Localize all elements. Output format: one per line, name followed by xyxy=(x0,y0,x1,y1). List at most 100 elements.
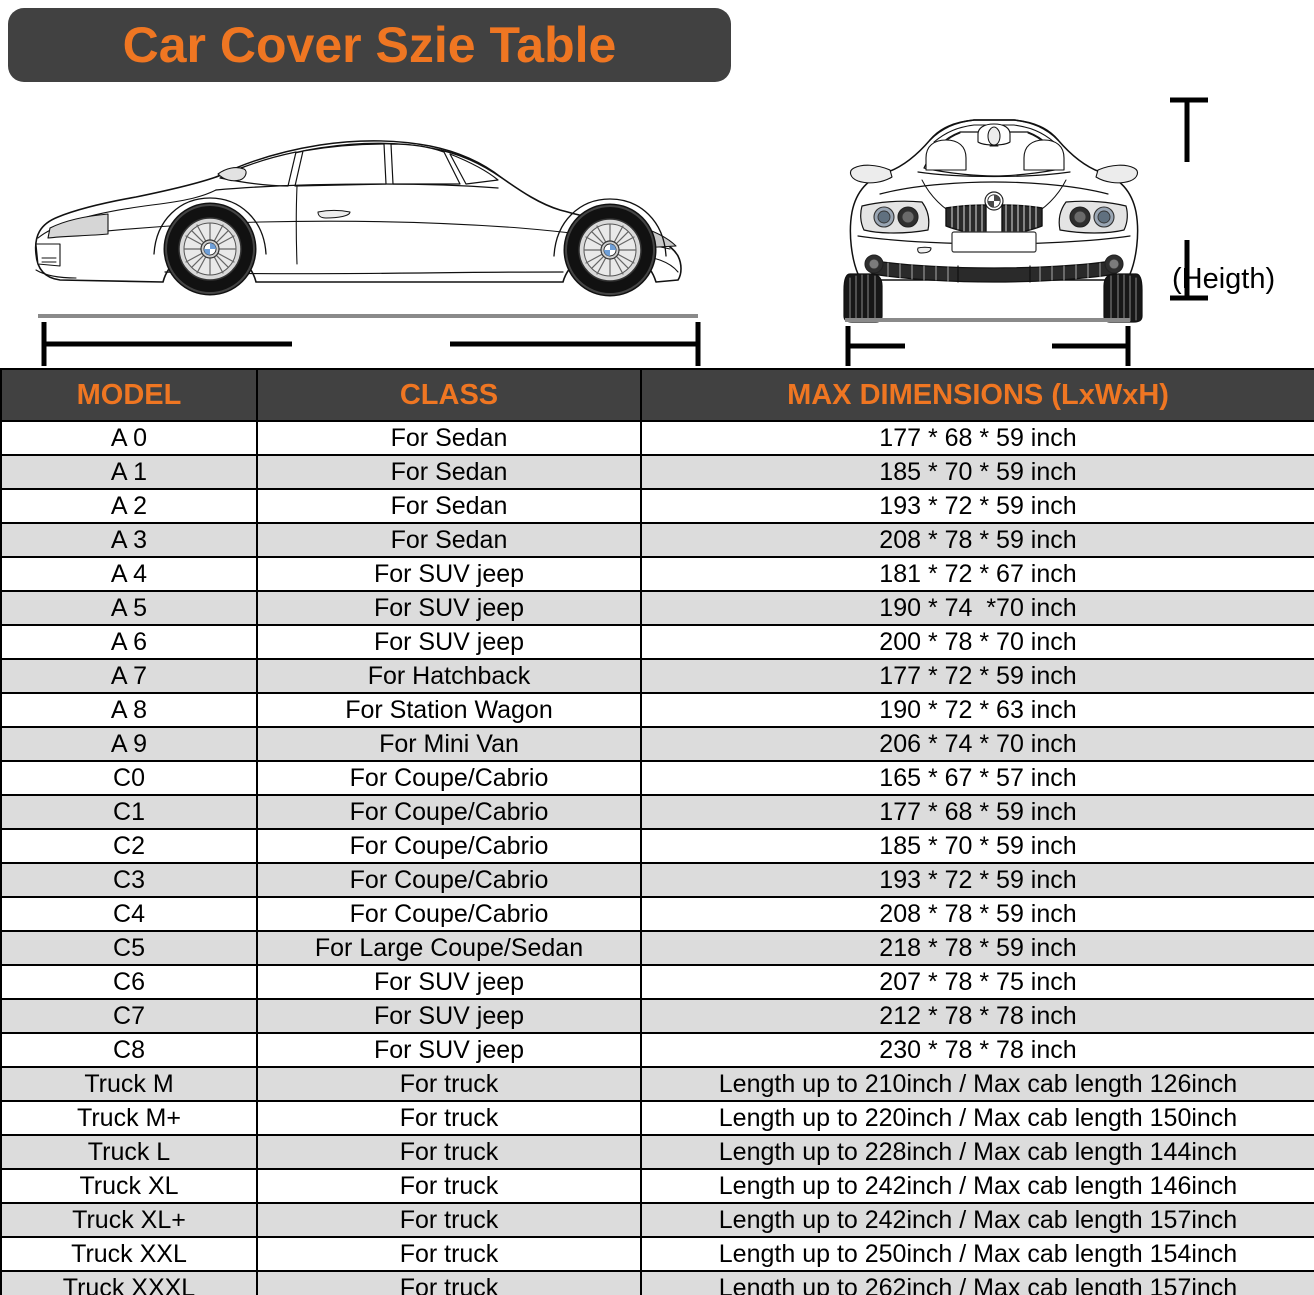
cell-class: For SUV jeep xyxy=(256,998,642,1034)
car-front-view xyxy=(843,119,1143,323)
column-header-dimensions: MAX DIMENSIONS (LxWxH) xyxy=(640,368,1314,422)
cell-dims: 190 * 74 *70 inch xyxy=(640,590,1314,626)
table-row: A 8 For Station Wagon 190 * 72 * 63 inch xyxy=(0,692,1314,728)
cell-model: A 4 xyxy=(0,556,258,592)
table-row: A 1 For Sedan 185 * 70 * 59 inch xyxy=(0,454,1314,490)
cell-class: For truck xyxy=(256,1066,642,1102)
column-header-class: CLASS xyxy=(256,368,642,422)
cell-dims: 193 * 72 * 59 inch xyxy=(640,488,1314,524)
table-row: A 9 For Mini Van 206 * 74 * 70 inch xyxy=(0,726,1314,762)
width-dimension-line xyxy=(845,326,1131,366)
cell-class: For Coupe/Cabrio xyxy=(256,828,642,864)
size-table: MODEL CLASS MAX DIMENSIONS (LxWxH) A 0 Fo… xyxy=(0,368,1314,1295)
cell-model: C8 xyxy=(0,1032,258,1068)
cell-class: For Coupe/Cabrio xyxy=(256,794,642,830)
page-title: Car Cover Szie Table xyxy=(122,17,617,73)
cell-class: For Sedan xyxy=(256,522,642,558)
cell-class: For truck xyxy=(256,1270,642,1295)
cell-dims: 185 * 70 * 59 inch xyxy=(640,454,1314,490)
cell-model: Truck L xyxy=(0,1134,258,1170)
cell-class: For truck xyxy=(256,1236,642,1272)
table-row: Truck XXXL For truck Length up to 262inch … xyxy=(0,1270,1314,1295)
cell-dims: Length up to 262inch / Max cab length 15… xyxy=(640,1270,1314,1295)
cell-dims: 193 * 72 * 59 inch xyxy=(640,862,1314,898)
cell-dims: 212 * 78 * 78 inch xyxy=(640,998,1314,1034)
cell-model: A 0 xyxy=(0,420,258,456)
table-row: A 0 For Sedan 177 * 68 * 59 inch xyxy=(0,420,1314,456)
table-row: Truck XL+ For truck Length up to 242inch /… xyxy=(0,1202,1314,1238)
cell-dims: 207 * 78 * 75 inch xyxy=(640,964,1314,1000)
cell-dims: Length up to 228inch / Max cab length 14… xyxy=(640,1134,1314,1170)
table-row: C5 For Large Coupe/Sedan 218 * 78 * 59 inc… xyxy=(0,930,1314,966)
cell-class: For SUV jeep xyxy=(256,624,642,660)
cell-class: For Coupe/Cabrio xyxy=(256,862,642,898)
cell-model: A 2 xyxy=(0,488,258,524)
cell-model: A 1 xyxy=(0,454,258,490)
cell-class: For Large Coupe/Sedan xyxy=(256,930,642,966)
height-dimension-line xyxy=(1170,97,1208,301)
cell-dims: 208 * 78 * 59 inch xyxy=(640,896,1314,932)
cell-class: For Sedan xyxy=(256,454,642,490)
title-banner: Car Cover Szie Table xyxy=(8,8,731,82)
table-row: C8 For SUV jeep 230 * 78 * 78 inch xyxy=(0,1032,1314,1068)
table-row: C1 For Coupe/Cabrio 177 * 68 * 59 inch xyxy=(0,794,1314,830)
cell-dims: 206 * 74 * 70 inch xyxy=(640,726,1314,762)
cell-dims: 218 * 78 * 59 inch xyxy=(640,930,1314,966)
table-row: C0 For Coupe/Cabrio 165 * 67 * 57 inch xyxy=(0,760,1314,796)
cell-model: A 5 xyxy=(0,590,258,626)
dimension-annotations xyxy=(38,97,1208,366)
cell-dims: 177 * 68 * 59 inch xyxy=(640,794,1314,830)
table-row: A 3 For Sedan 208 * 78 * 59 inch xyxy=(0,522,1314,558)
table-row: C2 For Coupe/Cabrio 185 * 70 * 59 inch xyxy=(0,828,1314,864)
table-row: A 2 For Sedan 193 * 72 * 59 inch xyxy=(0,488,1314,524)
table-row: Truck M For truck Length up to 210inch / M… xyxy=(0,1066,1314,1102)
table-header: MODEL CLASS MAX DIMENSIONS (LxWxH) xyxy=(0,368,1314,422)
cell-model: Truck XL xyxy=(0,1168,258,1204)
cell-model: Truck M xyxy=(0,1066,258,1102)
table-row: Truck XXL For truck Length up to 250inch /… xyxy=(0,1236,1314,1272)
cell-class: For SUV jeep xyxy=(256,590,642,626)
cell-class: For truck xyxy=(256,1202,642,1238)
table-row: A 7 For Hatchback 177 * 72 * 59 inch xyxy=(0,658,1314,694)
cell-model: A 7 xyxy=(0,658,258,694)
cell-dims: Length up to 242inch / Max cab length 15… xyxy=(640,1202,1314,1238)
cell-dims: Length up to 250inch / Max cab length 15… xyxy=(640,1236,1314,1272)
cell-dims: 177 * 68 * 59 inch xyxy=(640,420,1314,456)
table-row: C6 For SUV jeep 207 * 78 * 75 inch xyxy=(0,964,1314,1000)
cell-model: Truck XL+ xyxy=(0,1202,258,1238)
cell-model: A 8 xyxy=(0,692,258,728)
table-row: Truck M+ For truck Length up to 220inch / … xyxy=(0,1100,1314,1136)
cell-model: A 6 xyxy=(0,624,258,660)
cell-model: Truck XXXL xyxy=(0,1270,258,1295)
table-row: C4 For Coupe/Cabrio 208 * 78 * 59 inch xyxy=(0,896,1314,932)
cell-model: C4 xyxy=(0,896,258,932)
cell-dims: Length up to 242inch / Max cab length 14… xyxy=(640,1168,1314,1204)
cell-model: C3 xyxy=(0,862,258,898)
cell-dims: Length up to 220inch / Max cab length 15… xyxy=(640,1100,1314,1136)
cell-model: Truck M+ xyxy=(0,1100,258,1136)
cell-class: For truck xyxy=(256,1134,642,1170)
cell-class: For Mini Van xyxy=(256,726,642,762)
table-row: C7 For SUV jeep 212 * 78 * 78 inch xyxy=(0,998,1314,1034)
cell-model: C5 xyxy=(0,930,258,966)
table-row: Truck L For truck Length up to 228inch / M… xyxy=(0,1134,1314,1170)
cell-dims: 185 * 70 * 59 inch xyxy=(640,828,1314,864)
cell-class: For Hatchback xyxy=(256,658,642,694)
cell-model: C2 xyxy=(0,828,258,864)
cell-dims: 177 * 72 * 59 inch xyxy=(640,658,1314,694)
cell-class: For SUV jeep xyxy=(256,964,642,1000)
cell-model: A 3 xyxy=(0,522,258,558)
cell-model: C6 xyxy=(0,964,258,1000)
cell-class: For Station Wagon xyxy=(256,692,642,728)
table-row: A 6 For SUV jeep 200 * 78 * 70 inch xyxy=(0,624,1314,660)
cell-class: For Coupe/Cabrio xyxy=(256,896,642,932)
cell-model: C0 xyxy=(0,760,258,796)
cell-class: For SUV jeep xyxy=(256,556,642,592)
cell-class: For Sedan xyxy=(256,420,642,456)
car-side-view xyxy=(34,140,682,297)
cell-class: For truck xyxy=(256,1168,642,1204)
cell-class: For SUV jeep xyxy=(256,1032,642,1068)
cell-model: A 9 xyxy=(0,726,258,762)
table-row: C3 For Coupe/Cabrio 193 * 72 * 59 inch xyxy=(0,862,1314,898)
